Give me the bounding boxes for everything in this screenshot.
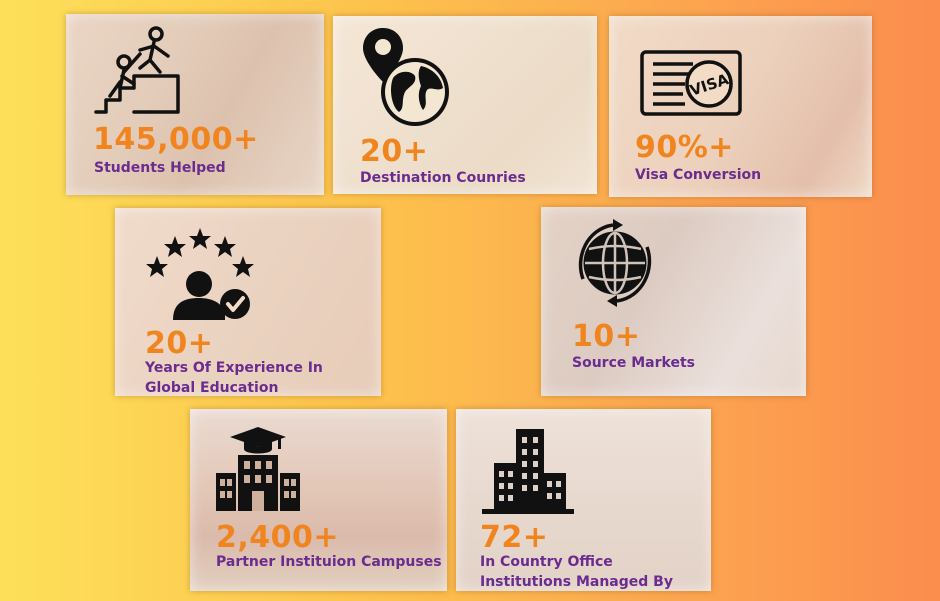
stat-card-incountry: 72+ In Country Office Institutions Manag…	[456, 409, 711, 591]
climbing-help-icon	[94, 26, 180, 114]
stat-value: 10+	[572, 319, 641, 354]
stat-label: Students Helped	[94, 160, 226, 176]
stat-value: 2,400+	[216, 520, 340, 555]
stat-card-partners: 2,400+ Partner Instituion Campuses	[190, 409, 447, 591]
map-pin-globe-icon	[363, 28, 449, 126]
stat-label: Partner Instituion Campuses	[216, 554, 442, 570]
stat-value: 72+	[480, 520, 549, 555]
stat-value: 20+	[360, 134, 429, 169]
user-rating-stars-icon	[146, 228, 254, 320]
stat-card-source: 10+ Source Markets	[541, 207, 806, 396]
stat-card-experience: 20+ Years Of Experience In Global Educat…	[115, 208, 381, 396]
university-building-icon	[216, 427, 300, 511]
rotating-globe-icon	[578, 219, 652, 307]
stat-label: Source Markets	[572, 355, 695, 371]
visa-stamp-icon: VISA	[640, 50, 742, 116]
stat-value: 20+	[145, 326, 214, 361]
stat-label: Destination Counries	[360, 170, 526, 186]
stat-value: 145,000+	[93, 122, 259, 157]
stat-label: Visa Conversion	[635, 167, 762, 183]
stat-label: Years Of Experience In Global Education	[145, 360, 323, 396]
stat-label: In Country Office Institutions Managed B…	[480, 554, 673, 590]
stat-card-destinations: 20+ Destination Counries	[333, 16, 597, 194]
stat-card-students: 145,000+ Students Helped	[66, 14, 324, 195]
stat-value: 90%+	[635, 130, 734, 165]
office-towers-icon	[482, 429, 574, 514]
stat-card-visa: VISA 90%+ Visa Conversion	[609, 16, 872, 197]
